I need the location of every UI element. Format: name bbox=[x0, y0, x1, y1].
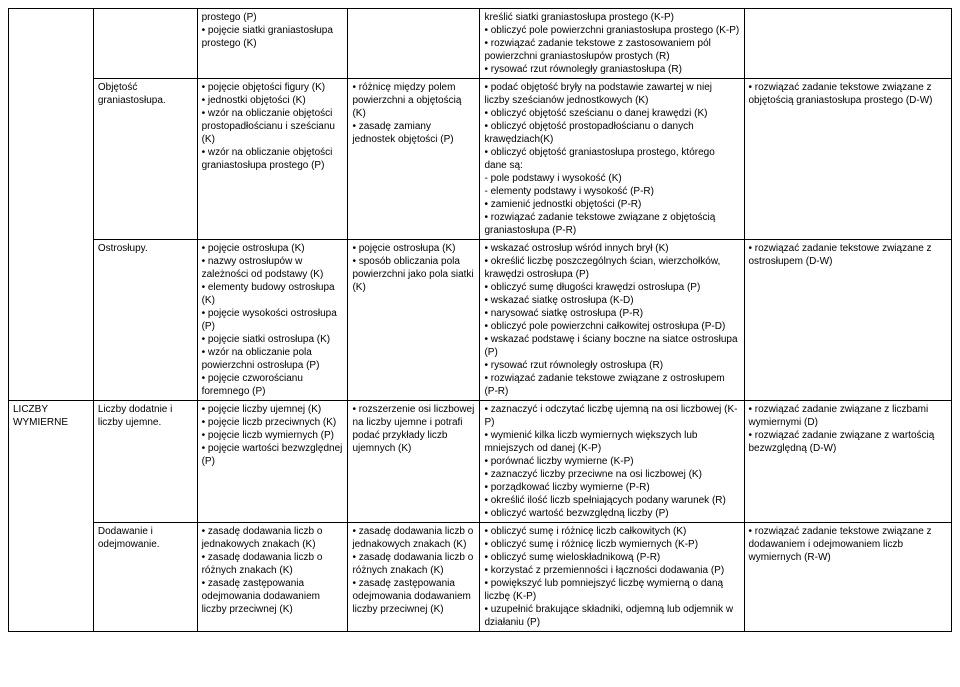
table-row: LICZBY WYMIERNE Liczby dodatnie i liczby… bbox=[9, 401, 952, 523]
cell-content: prostego (P) • pojęcie siatki graniastos… bbox=[197, 9, 348, 79]
curriculum-table: prostego (P) • pojęcie siatki graniastos… bbox=[8, 8, 952, 632]
cell-topic: Liczby dodatnie i liczby ujemne. bbox=[93, 401, 197, 523]
cell-content: • pojęcie ostrosłupa (K) • sposób oblicz… bbox=[348, 240, 480, 401]
cell-content bbox=[348, 9, 480, 79]
cell-topic: Dodawanie i odejmowanie. bbox=[93, 523, 197, 632]
cell-content: • rozwiązać zadanie tekstowe związane z … bbox=[744, 240, 952, 401]
cell-content: • rozszerzenie osi liczbowej na liczby u… bbox=[348, 401, 480, 523]
cell-content: • obliczyć sumę i różnicę liczb całkowit… bbox=[480, 523, 744, 632]
cell-topic: Ostrosłupy. bbox=[93, 240, 197, 401]
cell-content: • podać objętość bryły na podstawie zawa… bbox=[480, 79, 744, 240]
cell-content: kreślić siatki graniastosłupa prostego (… bbox=[480, 9, 744, 79]
table-row: Ostrosłupy. • pojęcie ostrosłupa (K) • n… bbox=[9, 240, 952, 401]
cell-content: • różnicę między polem powierzchni a obj… bbox=[348, 79, 480, 240]
cell-content: • wskazać ostrosłup wśród innych brył (K… bbox=[480, 240, 744, 401]
cell-section bbox=[9, 9, 94, 401]
cell-content: • pojęcie ostrosłupa (K) • nazwy ostrosł… bbox=[197, 240, 348, 401]
table-row: prostego (P) • pojęcie siatki graniastos… bbox=[9, 9, 952, 79]
cell-section: LICZBY WYMIERNE bbox=[9, 401, 94, 632]
cell-content: • zaznaczyć i odczytać liczbę ujemną na … bbox=[480, 401, 744, 523]
table-row: Objętość graniastosłupa. • pojęcie objęt… bbox=[9, 79, 952, 240]
cell-topic bbox=[93, 9, 197, 79]
cell-content: • zasadę dodawania liczb o jednakowych z… bbox=[348, 523, 480, 632]
cell-content: • rozwiązać zadanie tekstowe związane z … bbox=[744, 523, 952, 632]
table-row: Dodawanie i odejmowanie. • zasadę dodawa… bbox=[9, 523, 952, 632]
cell-content: • pojęcie liczby ujemnej (K) • pojęcie l… bbox=[197, 401, 348, 523]
cell-topic: Objętość graniastosłupa. bbox=[93, 79, 197, 240]
cell-content: • zasadę dodawania liczb o jednakowych z… bbox=[197, 523, 348, 632]
cell-content: • rozwiązać zadanie tekstowe związane z … bbox=[744, 79, 952, 240]
cell-content: • pojęcie objętości figury (K) • jednost… bbox=[197, 79, 348, 240]
cell-content: • rozwiązać zadanie związane z liczbami … bbox=[744, 401, 952, 523]
cell-content bbox=[744, 9, 952, 79]
